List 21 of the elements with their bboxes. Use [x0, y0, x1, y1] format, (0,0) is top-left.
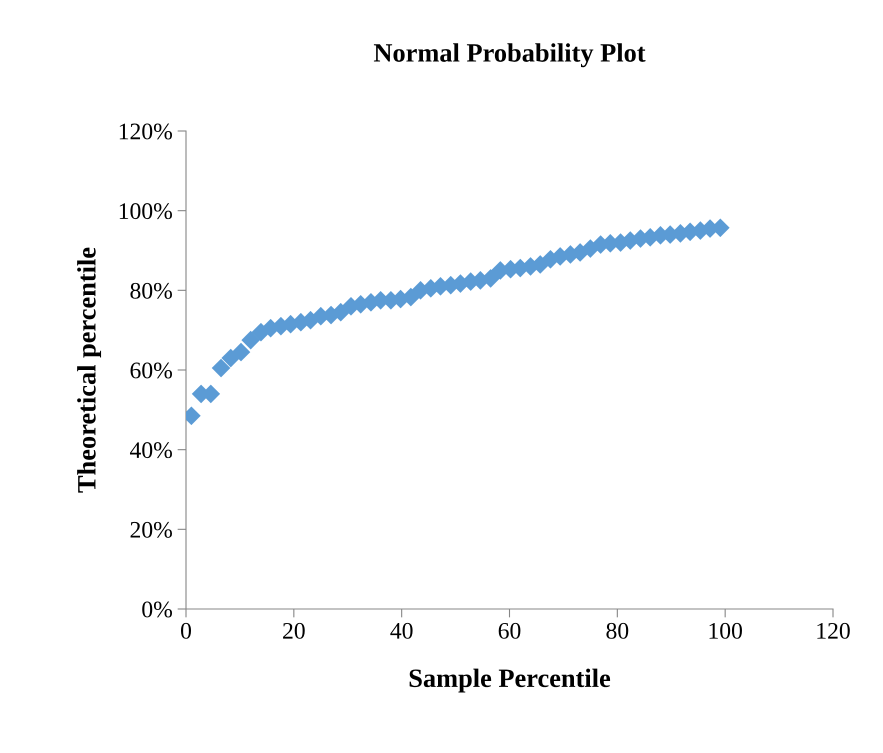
y-tick-label: 60%	[130, 362, 172, 378]
x-tick-label: 100	[710, 622, 742, 639]
point	[212, 358, 230, 378]
x-tick-label: 120	[817, 622, 850, 639]
x-tick-label: 60	[498, 622, 520, 639]
x-axis-title: Sample Percentile	[410, 668, 610, 693]
x-tick-label: 40	[390, 622, 413, 639]
point	[221, 348, 240, 368]
chart-title: Normal Probability Plot	[374, 43, 646, 68]
x-tick-label: 80	[606, 622, 628, 639]
y-tick-label: 100%	[120, 203, 172, 220]
y-tick-label: 120%	[120, 123, 172, 140]
x-tick-label: 0	[180, 622, 192, 639]
point	[241, 330, 260, 350]
y-tick-label: 0%	[142, 601, 172, 618]
x-tick-label: 20	[283, 622, 305, 639]
y-axis-title: Theoretical percentile	[77, 248, 102, 493]
y-tick-label: 40%	[130, 442, 172, 458]
y-tick-label: 80%	[130, 282, 172, 299]
point	[232, 342, 250, 362]
y-tick-label: 20%	[130, 522, 172, 538]
